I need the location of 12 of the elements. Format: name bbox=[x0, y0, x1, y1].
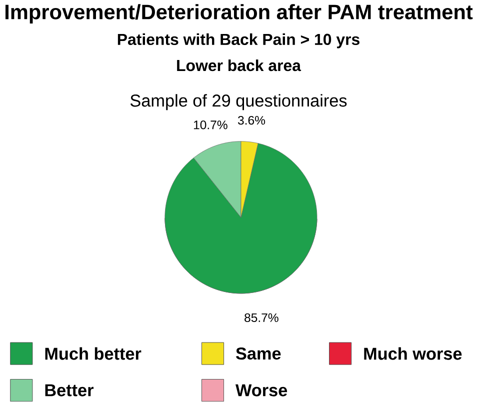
data-label: 85.7% bbox=[244, 314, 278, 322]
data-label: 3.6% bbox=[238, 116, 266, 125]
legend-label: Much worse bbox=[364, 347, 462, 360]
legend-label: Better bbox=[45, 384, 94, 397]
text: Lower back area bbox=[177, 60, 302, 72]
text: Sample of 29 questionnaires bbox=[130, 94, 347, 110]
legend-label: Much better bbox=[45, 347, 142, 360]
legend-label: Worse bbox=[236, 384, 288, 397]
legend-label: Same bbox=[236, 348, 281, 360]
chart-subtitle: Patients with Back Pain > 10 yrs bbox=[118, 34, 360, 48]
data-label: 10.7% bbox=[194, 120, 228, 130]
chart-title: Improvement/Deterioration after PAM treatment bbox=[5, 4, 473, 24]
